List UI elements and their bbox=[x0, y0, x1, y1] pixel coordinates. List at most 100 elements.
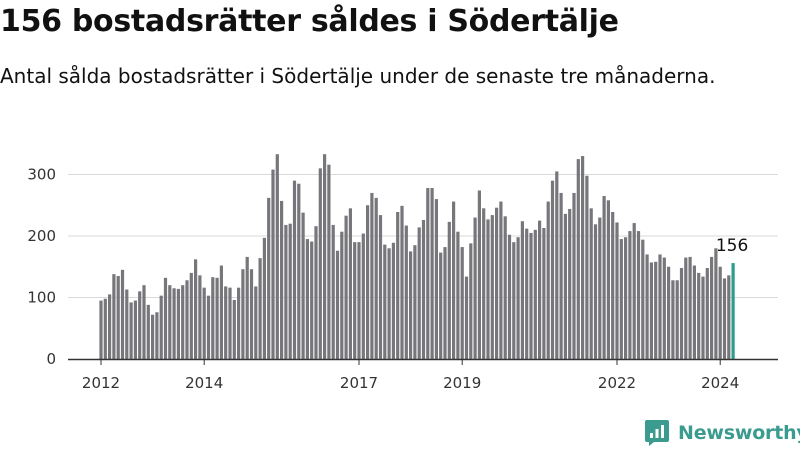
x-tick-label: 2012 bbox=[82, 374, 120, 392]
bar bbox=[314, 226, 318, 359]
bar bbox=[581, 156, 585, 359]
brand-name: Newsworthy bbox=[678, 422, 800, 444]
bar bbox=[503, 216, 507, 359]
bar bbox=[662, 257, 666, 359]
bar bbox=[361, 233, 365, 359]
bar bbox=[688, 256, 692, 359]
bar bbox=[533, 229, 537, 359]
bar bbox=[215, 277, 219, 359]
bar bbox=[172, 288, 176, 359]
newsworthy-logo: Newsworthy bbox=[645, 419, 800, 447]
bar bbox=[469, 243, 473, 359]
bar bbox=[615, 222, 619, 359]
bar bbox=[550, 180, 555, 359]
bar bbox=[370, 192, 374, 359]
bar bbox=[546, 201, 550, 359]
bar bbox=[477, 190, 481, 359]
bar bbox=[120, 269, 125, 359]
bar bbox=[237, 287, 241, 359]
bar bbox=[434, 199, 438, 359]
bar bbox=[572, 192, 576, 359]
bar bbox=[636, 231, 641, 359]
bar bbox=[206, 295, 211, 359]
bar bbox=[641, 239, 645, 359]
bar bbox=[490, 215, 494, 359]
bar bbox=[228, 287, 232, 359]
bar bbox=[323, 154, 327, 359]
bar bbox=[679, 267, 684, 359]
bar bbox=[714, 248, 718, 359]
bar bbox=[353, 242, 357, 359]
bar bbox=[576, 159, 580, 359]
bar bbox=[133, 300, 137, 359]
bar bbox=[538, 220, 542, 359]
bar bbox=[507, 234, 512, 359]
bar bbox=[275, 154, 279, 359]
bar bbox=[335, 250, 340, 359]
bar bbox=[254, 286, 258, 359]
bar bbox=[499, 201, 503, 359]
bar bbox=[701, 276, 705, 359]
bar bbox=[718, 266, 722, 359]
bar bbox=[417, 227, 421, 359]
bar bbox=[628, 231, 632, 359]
bar bbox=[232, 299, 236, 359]
chart-title: 156 bostadsrätter såldes i Södertälje bbox=[0, 4, 619, 39]
bar bbox=[267, 197, 271, 359]
bar bbox=[202, 287, 206, 359]
bar bbox=[589, 208, 593, 359]
bar bbox=[611, 212, 615, 359]
bar bbox=[593, 224, 598, 359]
bar bbox=[280, 200, 284, 359]
x-tick-label: 2014 bbox=[185, 374, 223, 392]
bar bbox=[559, 192, 563, 359]
bar bbox=[224, 286, 228, 359]
bar bbox=[163, 277, 168, 359]
bar bbox=[142, 285, 146, 359]
bar bbox=[305, 239, 309, 359]
bar bbox=[705, 267, 709, 359]
bar bbox=[155, 312, 159, 359]
bar bbox=[667, 266, 671, 359]
bar bbox=[400, 205, 404, 359]
bar bbox=[112, 274, 116, 359]
bar bbox=[525, 228, 529, 359]
bar bbox=[486, 219, 490, 359]
x-tick-label: 2019 bbox=[443, 374, 481, 392]
bar bbox=[245, 256, 249, 359]
bar bbox=[378, 215, 383, 359]
bar bbox=[409, 251, 413, 359]
bar bbox=[697, 272, 701, 359]
bar bbox=[168, 285, 172, 359]
bar bbox=[516, 237, 520, 359]
x-tick-label: 2024 bbox=[701, 374, 739, 392]
bar bbox=[404, 225, 408, 359]
bar bbox=[710, 256, 714, 359]
bar bbox=[284, 224, 288, 359]
bar bbox=[619, 239, 623, 359]
bar bbox=[211, 277, 215, 359]
bar bbox=[563, 213, 567, 359]
bar bbox=[383, 244, 387, 359]
x-tick-label: 2022 bbox=[598, 374, 636, 392]
bar bbox=[658, 254, 662, 359]
y-tick-label: 300 bbox=[27, 166, 56, 184]
bar bbox=[99, 300, 103, 359]
bar bbox=[456, 231, 460, 359]
bar bbox=[460, 247, 464, 359]
bar bbox=[473, 217, 477, 359]
bar bbox=[310, 241, 314, 359]
bar bbox=[430, 188, 434, 359]
bar bbox=[331, 224, 335, 359]
bar bbox=[151, 314, 155, 359]
bar bbox=[262, 237, 266, 359]
bar bbox=[443, 247, 447, 359]
bar bbox=[606, 200, 610, 359]
bar bbox=[185, 280, 189, 359]
bar bbox=[727, 275, 731, 359]
bar bbox=[555, 171, 559, 359]
bar bbox=[585, 175, 589, 359]
bar bbox=[116, 275, 120, 359]
highlight-value-label: 156 bbox=[716, 236, 748, 256]
